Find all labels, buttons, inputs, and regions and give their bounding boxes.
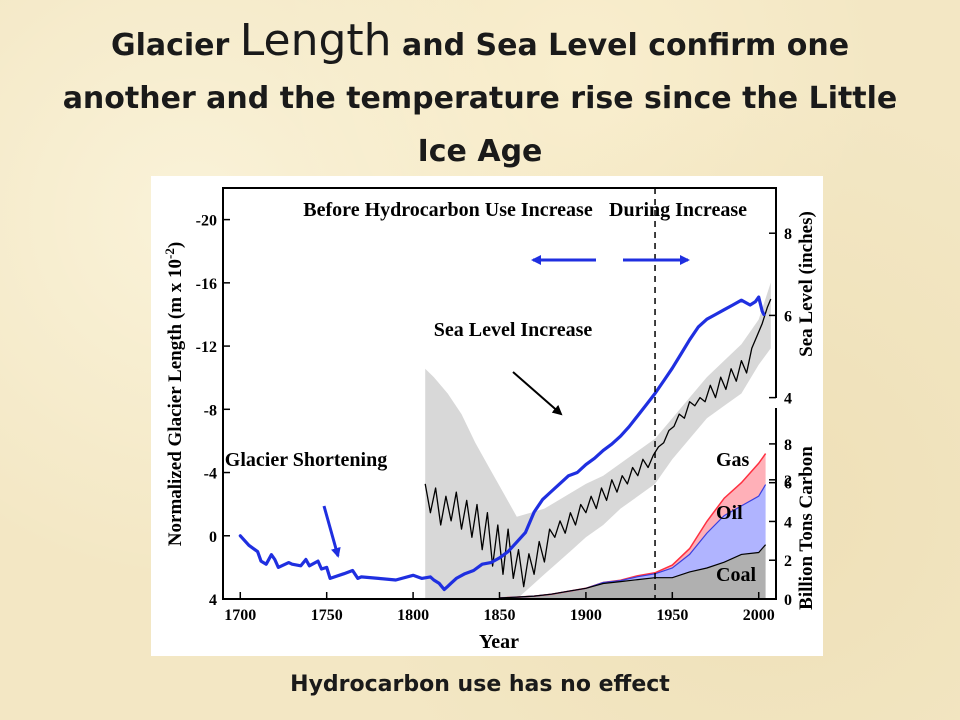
coal-area xyxy=(499,544,766,599)
x-tick-label: 2000 xyxy=(743,607,775,624)
y-left-tick-label: 4 xyxy=(209,592,217,609)
y-carbon-tick-label: 4 xyxy=(784,514,792,531)
y-left-tick-label: -20 xyxy=(196,213,217,230)
y-left-tick-label: -8 xyxy=(204,402,217,419)
y-carbon-tick-label: 8 xyxy=(784,437,792,454)
chart-panel: 1700 1750 1800 1850 1900 1950 2000 4 0 -4 -8 -12 -16… xyxy=(151,176,823,656)
x-tick-label: 1900 xyxy=(570,607,602,624)
title-part-2: Length xyxy=(239,15,392,66)
gas-area xyxy=(499,453,766,598)
y-left-tick-label: -12 xyxy=(196,339,217,356)
y-right-carbon-label: Billion Tons Carbon xyxy=(796,446,817,610)
annotation-before-line1: Before Hydrocarbon Use Increase xyxy=(303,199,593,221)
sea-level-line xyxy=(424,298,772,588)
x-tick-label: 1950 xyxy=(656,607,688,624)
coal-line xyxy=(499,544,767,599)
y-left-tick-label: -4 xyxy=(204,466,217,483)
x-tick-label: 1750 xyxy=(311,607,343,624)
sea-level-uncertainty-band xyxy=(425,282,771,599)
label-gas: Gas xyxy=(716,449,750,471)
x-tick-label: 1850 xyxy=(484,607,516,624)
y-carbon-tick-label: 6 xyxy=(784,476,792,493)
y-carbon-tick-label: 0 xyxy=(784,592,792,609)
arrow-sea-level xyxy=(512,371,563,416)
y-sea-tick-label: 4 xyxy=(784,391,792,408)
y-sea-tick-label: 6 xyxy=(784,308,792,325)
title-part-3: and Sea Level confirm one another and th… xyxy=(62,28,898,169)
x-tick-label: 1800 xyxy=(397,607,429,624)
y-carbon-tick-label: 2 xyxy=(784,553,792,570)
label-coal: Coal xyxy=(716,564,756,586)
y-sea-tick-label: 8 xyxy=(784,226,792,243)
annotation-sea-level: Sea Level Increase xyxy=(434,319,593,341)
annotation-during: During Increase xyxy=(609,199,747,221)
y-right-sea-label: Sea Level (inches) xyxy=(796,211,817,357)
x-tick-label: 1700 xyxy=(224,607,256,624)
x-axis-label: Year xyxy=(479,631,519,653)
y-left-tick-label: 0 xyxy=(209,529,217,546)
label-oil: Oil xyxy=(716,502,743,524)
slide-title: Glacier Length and Sea Level confirm one… xyxy=(40,14,920,178)
y-sea-tick-label: 2 xyxy=(784,473,792,490)
arrow-glacier xyxy=(322,505,341,558)
annotation-glacier: Glacier Shortening xyxy=(225,449,387,471)
y-left-tick-label: -16 xyxy=(196,276,217,293)
chart: 1700 1750 1800 1850 1900 1950 2000 4 0 -4 -8 -12 -16… xyxy=(162,187,817,653)
glacier-length-line xyxy=(238,295,766,592)
title-part-1: Glacier xyxy=(110,28,230,63)
caption: Hydrocarbon use has no effect xyxy=(290,672,670,697)
y-left-axis-label: Normalized Glacier Length (m x 10-2) xyxy=(162,242,186,546)
